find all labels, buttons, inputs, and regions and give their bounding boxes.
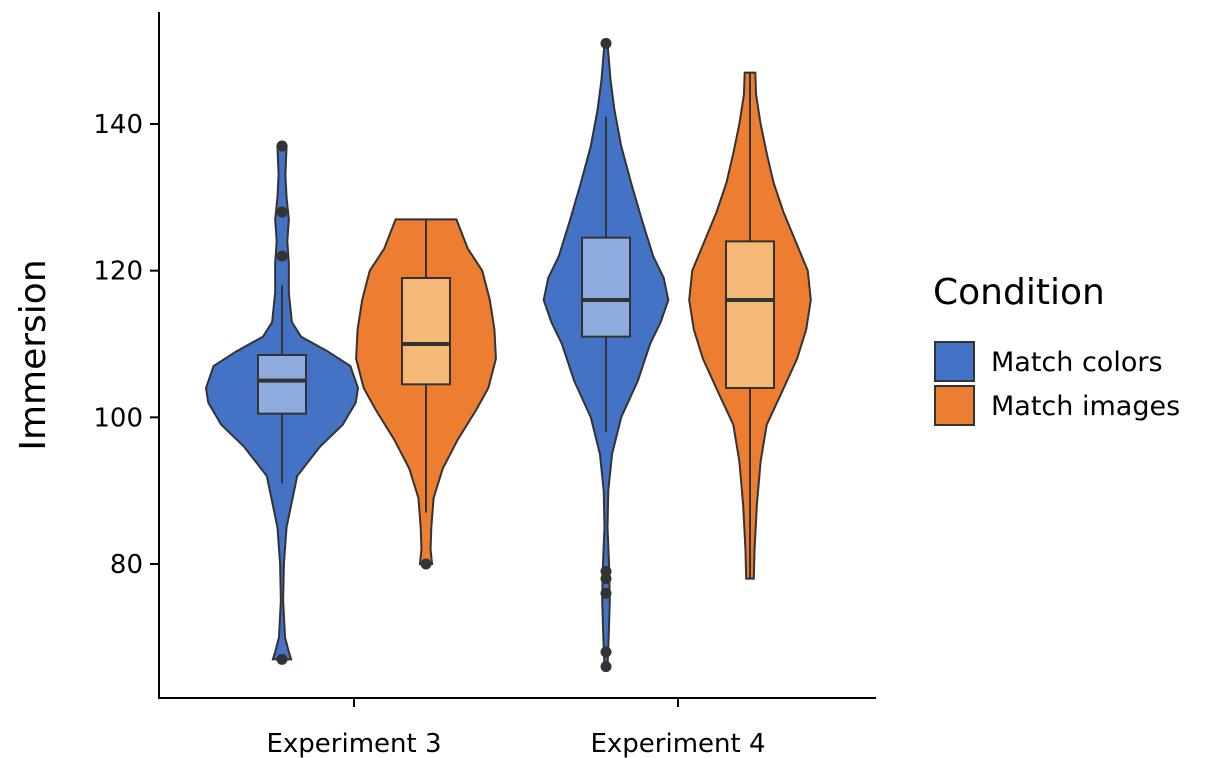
- box-match-colors-experiment-3: [257, 354, 307, 415]
- legend: Condition Match colors Match images: [933, 272, 1180, 426]
- y-tick-label-140: 140: [93, 110, 143, 140]
- outlier-match-colors-experiment-3-0: [276, 140, 288, 152]
- box-match-colors-experiment-4: [581, 236, 631, 338]
- box-match-images-experiment-3: [401, 277, 451, 386]
- x-tick-label-experiment-3: Experiment 3: [266, 729, 441, 758]
- legend-swatch-match-images: [934, 385, 975, 426]
- legend-label-match-images: Match images: [991, 391, 1180, 422]
- legend-title: Condition: [933, 272, 1105, 313]
- y-tick-label-120: 120: [93, 257, 143, 287]
- outlier-match-colors-experiment-4-4: [600, 646, 612, 658]
- outlier-match-colors-experiment-3-1: [276, 206, 288, 218]
- outlier-match-colors-experiment-3-2: [276, 250, 288, 262]
- legend-swatch-match-colors: [934, 341, 975, 382]
- x-tick-label-experiment-4: Experiment 4: [590, 729, 765, 758]
- outlier-match-colors-experiment-4-3: [600, 587, 612, 599]
- outlier-match-images-experiment-3-0: [420, 558, 432, 570]
- y-axis-title: Immersion: [13, 259, 54, 450]
- axes: 80 100 120 140 Experiment 3 Experiment 4: [93, 12, 876, 758]
- outlier-match-colors-experiment-4-5: [600, 661, 612, 673]
- box-match-images-experiment-4: [725, 240, 775, 389]
- plot-area: [204, 37, 812, 673]
- outlier-match-colors-experiment-3-3: [276, 653, 288, 665]
- outlier-match-colors-experiment-4-0: [600, 37, 612, 49]
- y-tick-label-80: 80: [110, 550, 143, 580]
- legend-label-match-colors: Match colors: [991, 347, 1163, 378]
- y-tick-label-100: 100: [93, 403, 143, 433]
- outlier-match-colors-experiment-4-2: [600, 573, 612, 585]
